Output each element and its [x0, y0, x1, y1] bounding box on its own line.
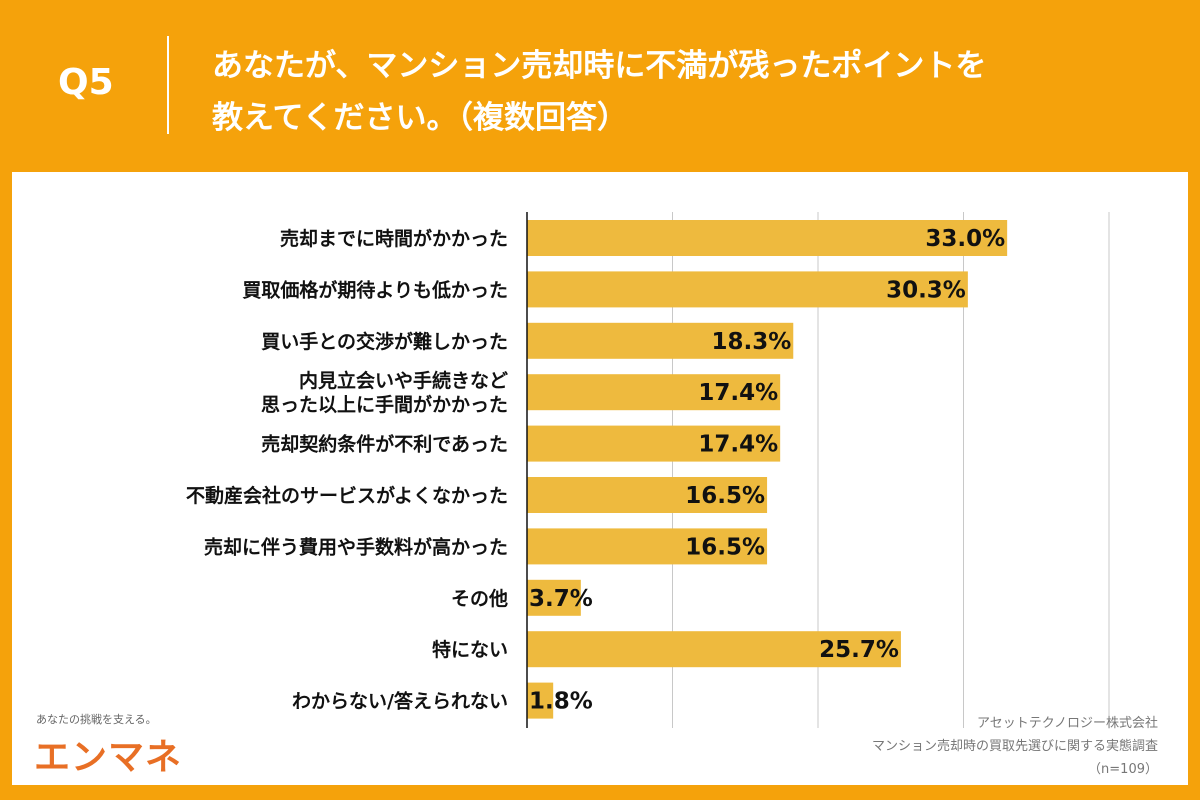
data-label: 33.0% — [925, 226, 1005, 252]
data-label: 17.4% — [698, 432, 778, 458]
category-label: 内見立会いや手続きなど — [299, 369, 508, 392]
bar — [527, 631, 901, 668]
bar — [527, 528, 768, 565]
brand-tagline: あなたの挑戦を支える。 — [36, 713, 157, 726]
data-label: 25.7% — [819, 637, 899, 663]
category-label: 買取価格が期待よりも低かった — [242, 278, 508, 301]
category-label: その他 — [451, 587, 508, 610]
bar — [527, 477, 768, 513]
data-label: 3.7% — [529, 586, 593, 612]
data-label: 30.3% — [886, 277, 966, 303]
bar — [527, 682, 554, 719]
bar — [527, 220, 1008, 256]
question-number: Q5 — [58, 62, 114, 103]
bar — [527, 425, 781, 462]
category-label: 不動産会社のサービスがよくなかった — [186, 484, 508, 507]
brand-logo: エンマネ — [34, 737, 183, 778]
bar — [527, 374, 781, 411]
sample-size: （n=109） — [1088, 762, 1158, 777]
category-label: わからない/答えられない — [292, 690, 508, 713]
category-label: 買い手との交渉が難しかった — [261, 330, 508, 353]
category-label: 売却までに時間がかかった — [280, 227, 508, 250]
data-label: 17.4% — [698, 380, 778, 406]
question-title: あなたが、マンション売却時に不満が残ったポイントを 教えてください。（複数回答） — [212, 48, 987, 136]
bar — [527, 322, 794, 359]
bar — [527, 271, 968, 308]
source-company: アセットテクノロジー株式会社 — [977, 716, 1158, 731]
data-label: 16.5% — [685, 483, 765, 509]
data-label: 18.3% — [711, 329, 791, 355]
header-divider — [167, 36, 169, 134]
bar — [527, 579, 581, 616]
category-label: 売却契約条件が不利であった — [261, 433, 508, 456]
source-survey: マンション売却時の買取先選びに関する実態調査 — [871, 739, 1158, 754]
data-label: 1.8% — [529, 689, 593, 715]
data-label: 16.5% — [685, 534, 765, 560]
category-label: 思った以上に手間がかかった — [261, 393, 508, 416]
category-label: 売却に伴う費用や手数料が高かった — [204, 535, 508, 558]
source-note: アセットテクノロジー株式会社 マンション売却時の買取先選びに関する実態調査 （n… — [872, 712, 1158, 781]
category-label: 特にない — [432, 639, 508, 661]
